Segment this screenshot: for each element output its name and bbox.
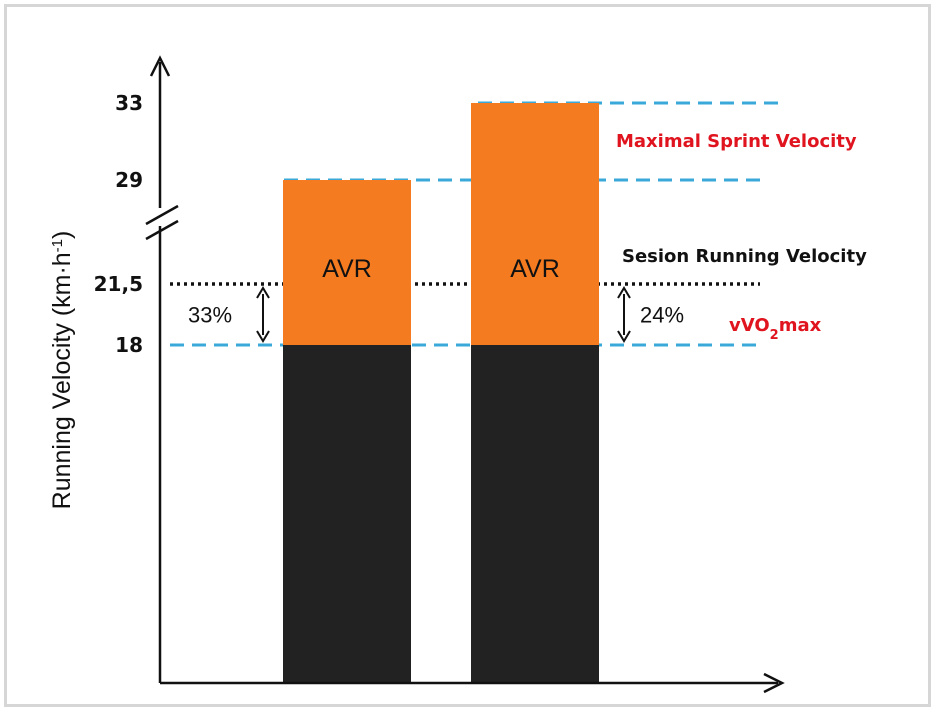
bar-2-avr-segment (471, 103, 599, 345)
y-axis-arrowhead (149, 55, 171, 77)
percent-arrow-2-head-top (617, 286, 631, 299)
y-tick-label-21_5: 21,5 (94, 272, 143, 296)
bar-2-base (471, 345, 599, 683)
session-running-label: Sesion Running Velocity (622, 246, 867, 267)
y-axis-title: Running Velocity (km·h-1) (48, 231, 76, 510)
percent-arrow-1-head-top (256, 286, 270, 299)
percent-label-2: 24% (640, 303, 684, 328)
bar-1-base (283, 345, 411, 683)
y-tick-label-33: 33 (115, 91, 143, 115)
x-axis-arrowhead (763, 672, 785, 694)
bar-1-avr-label: AVR (322, 255, 372, 283)
y-tick-labels: 33 29 21,5 18 (94, 91, 143, 357)
vvo2max-label: vVO2max (729, 315, 822, 343)
bar-1-avr-segment (283, 180, 411, 345)
percent-arrow-2-head-bottom (617, 330, 631, 343)
y-tick-label-18: 18 (115, 333, 143, 357)
axis-break-mark (145, 204, 179, 241)
bar-2-avr-label: AVR (510, 255, 560, 283)
y-tick-label-29: 29 (115, 168, 143, 192)
percent-label-1: 33% (188, 303, 232, 328)
bars: AVR AVR (283, 103, 599, 683)
percent-annotations: 33% 24% (188, 286, 684, 343)
percent-arrow-1-head-bottom (256, 330, 270, 343)
chart-frame (4, 4, 931, 707)
maximal-sprint-label: Maximal Sprint Velocity (616, 131, 857, 152)
